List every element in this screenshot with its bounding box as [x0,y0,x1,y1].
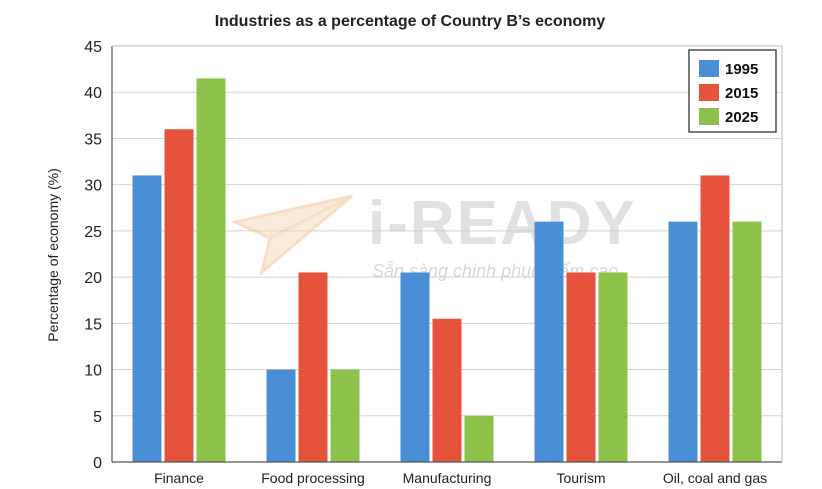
legend: 1995 2015 2025 [688,49,777,133]
bar [668,221,698,462]
paper-plane-icon [230,194,353,277]
bar [732,221,762,462]
y-tick-label: 20 [84,270,102,287]
legend-swatch [699,108,719,125]
y-tick-label: 10 [84,363,102,380]
bar [132,175,162,462]
bar [464,415,494,462]
y-tick-labels: 0 5 10 15 20 25 30 35 40 45 [84,39,102,472]
x-tick-label: Oil, coal and gas [663,470,767,486]
x-tick-label: Manufacturing [403,470,492,486]
bar [432,318,462,462]
x-tick-label: Food processing [261,470,365,486]
bar [330,369,360,462]
y-tick-label: 30 [84,178,102,195]
bars [132,78,762,462]
y-tick-label: 35 [84,131,102,148]
x-tick-labels: Finance Food processing Manufacturing Touri… [154,470,767,486]
bar [566,272,596,462]
bar [266,369,296,462]
watermark-brand: i-READY [368,189,637,258]
y-tick-label: 15 [84,316,102,333]
legend-label: 2015 [725,85,758,102]
y-tick-label: 40 [84,85,102,102]
bar [400,272,430,462]
x-tick-label: Tourism [556,470,605,486]
chart-title: Industries as a percentage of Country B’… [215,13,606,30]
legend-swatch [699,84,719,101]
bar [700,175,730,462]
bar [196,78,226,462]
bar [298,272,328,462]
bar [534,221,564,462]
y-tick-label: 5 [93,409,102,426]
legend-label: 1995 [725,61,758,78]
y-tick-label: 45 [84,39,102,56]
y-tick-label: 0 [93,455,102,472]
legend-label: 2025 [725,109,758,126]
y-axis-label: Percentage of economy (%) [45,168,61,342]
y-tick-label: 25 [84,224,102,241]
legend-swatch [699,60,719,77]
x-tick-label: Finance [154,470,204,486]
axes [111,45,783,463]
bar [598,272,628,462]
watermark: i-READY Sẵn sàng chinh phục điểm cao [230,189,637,281]
bar [164,129,194,462]
